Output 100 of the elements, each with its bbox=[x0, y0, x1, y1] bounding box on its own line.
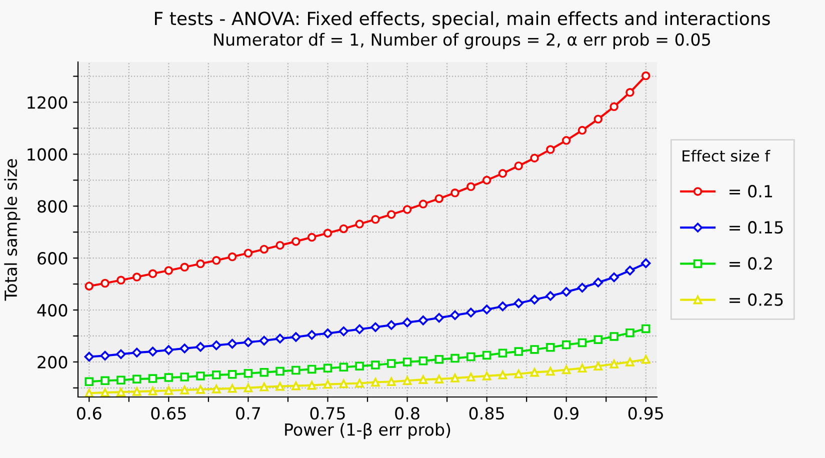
y-tick-label: 400 bbox=[37, 304, 68, 317]
point bbox=[578, 126, 587, 135]
point bbox=[626, 88, 634, 97]
legend-label: = 0.1 bbox=[730, 184, 772, 198]
point bbox=[132, 348, 142, 358]
y-tick-label: 1200 bbox=[28, 96, 68, 109]
point bbox=[260, 382, 268, 392]
point bbox=[450, 354, 460, 363]
point bbox=[276, 366, 284, 376]
point bbox=[180, 344, 190, 354]
x-tick-label: 0.95 bbox=[628, 407, 663, 420]
point bbox=[100, 278, 110, 288]
point bbox=[355, 220, 364, 228]
point bbox=[418, 356, 428, 366]
point bbox=[212, 340, 222, 350]
point bbox=[546, 343, 555, 352]
point bbox=[546, 366, 555, 376]
x-tick-label: 0.6 bbox=[76, 407, 102, 420]
point bbox=[196, 259, 205, 268]
point bbox=[402, 358, 412, 366]
point bbox=[292, 381, 300, 390]
point bbox=[276, 240, 284, 250]
point bbox=[180, 372, 189, 382]
point bbox=[577, 282, 588, 293]
y-axis-title: Total sample size bbox=[4, 159, 20, 301]
point bbox=[610, 360, 618, 368]
legend-label: = 0.25 bbox=[730, 293, 783, 306]
point bbox=[610, 102, 618, 112]
point bbox=[323, 380, 332, 389]
point bbox=[260, 244, 268, 254]
point bbox=[514, 347, 523, 356]
point bbox=[196, 372, 205, 380]
point bbox=[132, 387, 142, 396]
point bbox=[562, 136, 571, 145]
point bbox=[530, 154, 539, 162]
point bbox=[323, 364, 332, 373]
point bbox=[562, 365, 571, 374]
point bbox=[228, 370, 237, 379]
point bbox=[450, 374, 460, 382]
point bbox=[530, 345, 539, 354]
point bbox=[641, 71, 650, 80]
point bbox=[562, 286, 572, 297]
point bbox=[610, 332, 618, 341]
point bbox=[418, 200, 428, 208]
point bbox=[323, 228, 332, 238]
point bbox=[227, 338, 238, 349]
point bbox=[371, 378, 380, 387]
point bbox=[212, 370, 221, 380]
x-tick-label: 0.7 bbox=[236, 407, 260, 420]
point bbox=[355, 378, 364, 388]
point bbox=[498, 302, 508, 312]
point bbox=[322, 328, 333, 338]
point bbox=[546, 291, 556, 301]
point bbox=[578, 338, 587, 348]
point bbox=[164, 266, 174, 275]
point bbox=[466, 352, 476, 362]
point bbox=[466, 308, 476, 318]
point bbox=[275, 334, 285, 344]
point bbox=[291, 332, 301, 342]
point bbox=[626, 328, 634, 338]
point bbox=[434, 312, 444, 323]
point bbox=[164, 386, 174, 395]
point bbox=[292, 366, 300, 375]
point bbox=[434, 194, 444, 203]
point bbox=[546, 145, 555, 154]
point bbox=[228, 384, 237, 393]
point bbox=[164, 345, 174, 355]
point bbox=[116, 376, 126, 384]
point bbox=[641, 354, 650, 364]
point bbox=[116, 388, 126, 396]
point bbox=[164, 373, 174, 382]
point bbox=[514, 162, 523, 170]
point bbox=[593, 278, 603, 288]
point bbox=[276, 382, 284, 391]
point bbox=[578, 364, 587, 373]
point bbox=[418, 316, 428, 326]
y-tick-label: 1000 bbox=[28, 148, 68, 161]
point bbox=[355, 362, 364, 370]
point bbox=[339, 379, 348, 388]
point bbox=[100, 350, 110, 361]
x-tick-label: 0.65 bbox=[151, 407, 186, 420]
point bbox=[116, 349, 126, 359]
point bbox=[244, 368, 253, 378]
x-tick-label: 0.8 bbox=[395, 407, 420, 420]
chart-subtitle: Numerator df = 1, Number of groups = 2, α err prob = 0.05 bbox=[214, 32, 710, 50]
point bbox=[402, 205, 412, 214]
point bbox=[386, 377, 396, 386]
point bbox=[84, 377, 94, 386]
point bbox=[482, 350, 492, 360]
point bbox=[259, 336, 269, 346]
point bbox=[626, 358, 634, 366]
point bbox=[370, 322, 380, 332]
point bbox=[180, 386, 189, 394]
point bbox=[498, 169, 508, 178]
point bbox=[84, 282, 94, 290]
point bbox=[371, 214, 380, 224]
point bbox=[100, 376, 110, 386]
point bbox=[514, 298, 524, 308]
x-axis-title: Power (1-β err prob) bbox=[285, 422, 450, 440]
point bbox=[339, 224, 348, 234]
